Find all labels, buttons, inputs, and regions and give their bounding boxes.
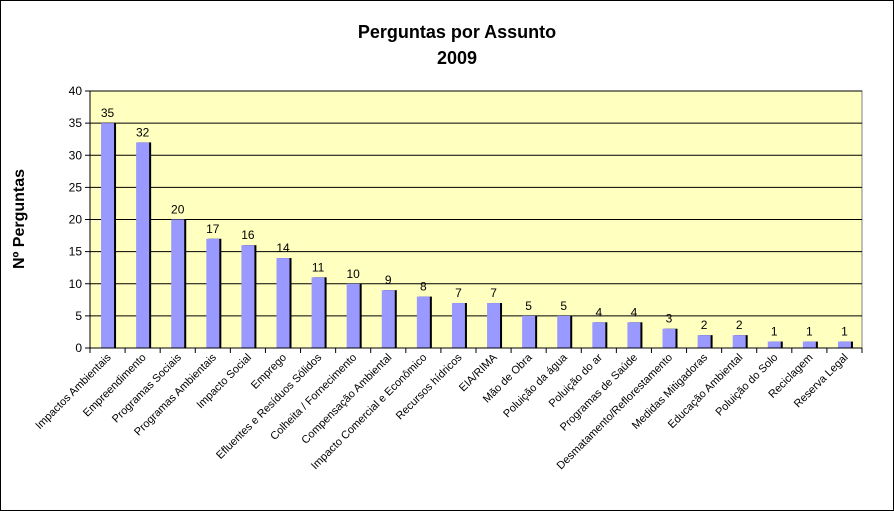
data-label: 17 [206,222,220,236]
chart-title: Perguntas por Assunto [358,22,556,42]
category-label: Poluição da água [501,351,570,420]
bar [557,315,571,348]
category-label: Recursos hídricos [394,351,465,422]
bar [136,142,150,348]
bar [416,296,430,348]
bar [311,277,325,348]
bar [592,322,606,348]
bar [662,328,676,348]
y-tick-label: 15 [69,245,83,259]
data-label: 1 [806,325,813,339]
bar [627,322,641,348]
bar [101,123,115,348]
data-label: 7 [455,286,462,300]
bar [767,341,781,348]
bar [206,238,220,348]
chart-subtitle: 2009 [437,48,477,68]
data-label: 9 [385,273,392,287]
y-tick-label: 40 [69,84,83,98]
data-label: 11 [312,260,325,274]
data-label: 10 [347,267,361,281]
y-tick-label: 5 [75,309,82,323]
bar [241,245,255,348]
data-label: 5 [525,299,532,313]
data-label: 2 [701,318,708,332]
data-label: 4 [595,305,602,319]
bar [487,303,501,348]
data-label: 1 [771,325,778,339]
data-label: 20 [171,203,185,217]
y-axis-label: Nº Perguntas [11,169,28,269]
category-label: Empreendimento [81,352,149,420]
bar [276,258,290,348]
data-label: 7 [490,286,497,300]
data-label: 14 [276,241,290,255]
data-label: 3 [666,312,673,326]
data-label: 4 [631,305,638,319]
bar [837,341,851,348]
category-label: Poluição do Solo [714,352,781,419]
bar [802,341,816,348]
bar [381,290,395,348]
bar [697,335,711,348]
y-tick-label: 20 [69,213,83,227]
bar [171,219,185,348]
y-tick-label: 25 [69,180,83,194]
data-label: 35 [101,106,115,120]
y-tick-label: 35 [69,116,83,130]
y-tick-label: 0 [75,341,82,355]
data-label: 5 [560,299,567,313]
data-label: 1 [841,325,848,339]
y-tick-label: 30 [69,148,83,162]
data-label: 2 [736,318,743,332]
data-label: 32 [136,125,150,139]
bar [732,335,746,348]
data-label: 16 [241,228,255,242]
bar [451,303,465,348]
bar [346,283,360,348]
bar [522,315,536,348]
data-label: 8 [420,280,427,294]
y-tick-label: 10 [69,277,83,291]
